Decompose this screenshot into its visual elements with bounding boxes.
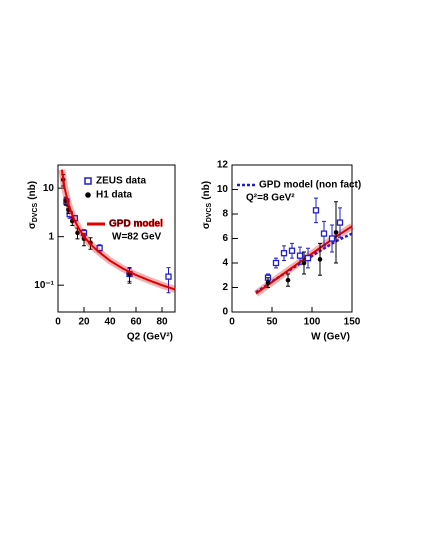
data-point: [320, 230, 328, 237]
y-label-subscript: DVCS: [206, 202, 213, 222]
error-bar: [166, 267, 171, 294]
y-label-unit: (nb): [201, 181, 212, 200]
y-label-unit: (nb): [27, 181, 38, 200]
y-tick-label: 4: [222, 258, 228, 269]
y-tick-label: 8: [222, 209, 228, 220]
y-tick-label: 10: [217, 184, 229, 195]
data-point: [96, 244, 103, 252]
legend-label: GPD model: [109, 219, 163, 230]
x-tick-label: 150: [344, 317, 361, 328]
data-point: [336, 219, 344, 226]
y-tick-label: 0: [222, 307, 228, 318]
y-tick-label: 6: [222, 233, 228, 244]
annotation: Q²=8 GeV²: [246, 193, 295, 204]
data-point: [296, 252, 304, 259]
data-point: [328, 235, 336, 242]
data-point: [312, 207, 320, 214]
y-label-symbol: σ: [201, 222, 212, 229]
data-point: [285, 277, 291, 283]
annotation: W=82 GeV: [112, 232, 162, 243]
panel: 0 20 40 60 80 10⁻¹ 1 10 Q2 (GeV²) σDVCS (nb) W=82 G…: [27, 164, 177, 343]
data-point: [265, 280, 271, 285]
model-curve: [60, 169, 176, 291]
data-point: [317, 257, 323, 262]
legend-label: ZEUS data: [96, 176, 146, 187]
data-point: [75, 230, 80, 236]
y-tick-label: 12: [217, 160, 229, 171]
data-point: [288, 247, 296, 254]
legend-label: H1 data: [96, 190, 133, 201]
y-tick-label: 1: [48, 231, 54, 242]
data-point: [272, 259, 280, 267]
data-point: [333, 230, 339, 235]
y-label-subscript: DVCS: [32, 202, 39, 222]
y-axis-label: σDVCS (nb): [27, 181, 39, 229]
x-axis-label: W (GeV): [311, 332, 350, 343]
data-point: [165, 273, 172, 280]
legend-swatch: [85, 192, 91, 198]
y-label-symbol: σ: [27, 222, 38, 229]
legend-swatch: [84, 177, 92, 185]
y-tick-label: 2: [222, 282, 228, 293]
legend-label: GPD model (non fact): [259, 180, 361, 191]
x-tick-label: 40: [104, 317, 116, 328]
data-point: [280, 250, 288, 257]
x-tick-label: 60: [130, 317, 142, 328]
x-axis-label: Q2 (GeV²): [127, 332, 173, 343]
y-tick-label: 10: [43, 183, 55, 194]
x-tick-label: 100: [304, 317, 321, 328]
plot-frame: [57, 164, 176, 313]
y-tick-label: 10⁻¹: [34, 280, 54, 291]
y-axis-label: σDVCS (nb): [201, 181, 213, 229]
x-tick-label: 50: [266, 317, 278, 328]
data-point: [301, 260, 307, 266]
x-tick-label: 0: [229, 317, 235, 328]
x-tick-label: 80: [156, 317, 168, 328]
data-point: [304, 254, 312, 262]
x-tick-label: 20: [78, 317, 90, 328]
panel: 0 50 100 150 0 2 4 6 8 10 12 W (GeV) σDVCS (nb) Q²=8 G…: [201, 160, 362, 343]
x-tick-label: 0: [55, 317, 61, 328]
